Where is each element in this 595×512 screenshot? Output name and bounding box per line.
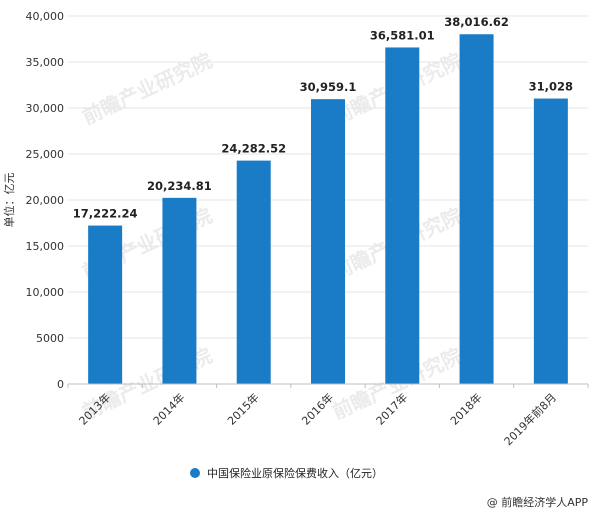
legend-marker <box>190 468 200 478</box>
x-tick-label: 2018年 <box>447 390 484 427</box>
x-tick-label: 2014年 <box>150 390 187 427</box>
data-label: 30,959.1 <box>300 80 357 94</box>
bar <box>88 225 123 384</box>
legend: 中国保险业原保险保费收入（亿元） <box>190 466 383 480</box>
data-label: 36,581.01 <box>370 28 435 42</box>
x-tick-label: 2016年 <box>299 390 336 427</box>
bar <box>459 34 494 384</box>
y-tick-label: 25,000 <box>26 148 65 161</box>
y-tick-label: 20,000 <box>26 194 65 207</box>
y-tick-label: 40,000 <box>26 10 65 23</box>
data-label: 20,234.81 <box>147 179 212 193</box>
data-label: 24,282.52 <box>221 142 286 156</box>
y-tick-label: 30,000 <box>26 102 65 115</box>
watermark: 前瞻产业研究院 <box>79 48 216 129</box>
bar <box>236 160 271 384</box>
data-label: 17,222.24 <box>73 207 138 221</box>
y-axis-ticks: 0 5000 10,000 15,000 20,000 25,000 30,000 35,00… <box>26 10 65 391</box>
data-label: 31,028 <box>529 80 573 94</box>
x-tick-label: 2015年 <box>224 390 261 427</box>
bars <box>88 34 568 385</box>
data-label: 38,016.62 <box>444 15 509 29</box>
bar <box>162 197 197 384</box>
y-axis-label: 单位：亿元 <box>2 173 16 228</box>
y-tick-label: 5000 <box>36 332 64 345</box>
bar <box>385 47 420 384</box>
bar <box>311 99 345 385</box>
legend-label: 中国保险业原保险保费收入（亿元） <box>207 466 383 480</box>
y-tick-label: 35,000 <box>26 56 65 69</box>
x-tick-label: 2019年前8月 <box>501 390 559 448</box>
y-tick-label: 10,000 <box>26 286 65 299</box>
bar <box>533 98 568 385</box>
source-credit: @ 前瞻经济学人APP <box>487 495 589 509</box>
y-tick-label: 0 <box>57 378 64 391</box>
y-tick-label: 15,000 <box>26 240 65 253</box>
data-labels: 17,222.24 20,234.81 24,282.52 30,959.1 36,58… <box>73 15 573 220</box>
